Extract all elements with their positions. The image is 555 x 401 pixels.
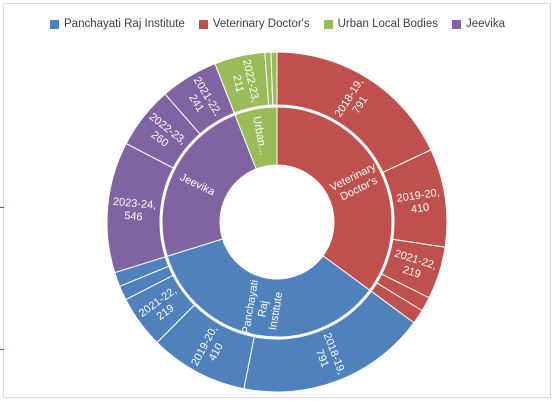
sunburst-outer-segment[interactable] — [270, 51, 278, 106]
legend-swatch — [323, 19, 333, 29]
sunburst-inner-segment[interactable] — [276, 106, 393, 291]
legend-label: Urban Local Bodies — [337, 18, 438, 30]
legend-item-urban: Urban Local Bodies — [323, 18, 438, 30]
legend-item-panchayati: Panchayati Raj Institute — [50, 18, 185, 30]
sunburst-inner-segment[interactable] — [234, 106, 278, 170]
sunburst-year-label: 2023-24,546 — [111, 196, 156, 225]
legend-swatch — [452, 19, 461, 29]
legend-swatch — [198, 19, 208, 29]
legend-swatch — [50, 19, 59, 29]
legend-label: Jeevika — [466, 18, 505, 30]
legend-item-jeevika: Jeevika — [452, 18, 505, 30]
legend-label: Veterinary Doctor's — [212, 18, 310, 30]
legend-item-veterinary: Veterinary Doctor's — [198, 18, 310, 30]
legend-label: Panchayati Raj Institute — [64, 18, 185, 30]
legend: Panchayati Raj Institute Veterinary Doct… — [0, 18, 555, 30]
sunburst-inner-segment[interactable] — [166, 238, 371, 338]
axis-tick-mark — [0, 207, 4, 208]
axis-tick-mark — [0, 349, 4, 350]
sunburst-inner-segment[interactable] — [161, 114, 257, 257]
